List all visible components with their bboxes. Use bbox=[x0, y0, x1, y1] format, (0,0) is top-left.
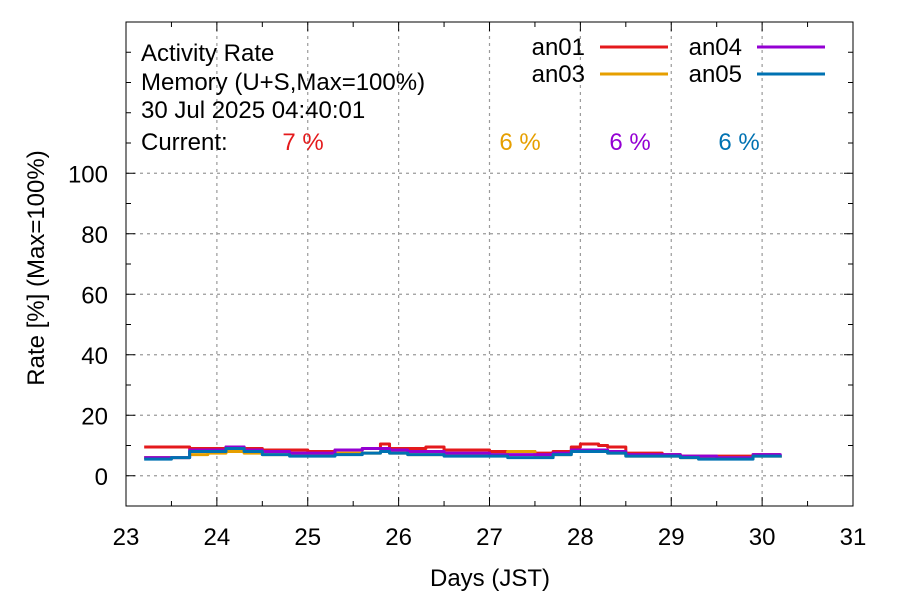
legend-label-an04: an04 bbox=[689, 34, 742, 61]
x-tick-label: 26 bbox=[385, 524, 412, 551]
x-tick-label: 30 bbox=[749, 524, 776, 551]
x-tick-label: 29 bbox=[658, 524, 685, 551]
y-tick-label: 80 bbox=[81, 222, 108, 249]
y-axis-title: Rate [%] (Max=100%) bbox=[23, 150, 50, 385]
y-tick-label: 60 bbox=[81, 282, 108, 309]
chart-info: Activity Rate Memory (U+S,Max=100%) 30 J… bbox=[141, 40, 425, 156]
x-axis-title: Days (JST) bbox=[430, 565, 550, 592]
x-tick-label: 23 bbox=[113, 524, 140, 551]
current-label: Current: bbox=[141, 129, 228, 156]
axes: 23 24 25 26 27 28 29 30 31 0 20 40 60 80 100 bbox=[68, 21, 867, 551]
legend-label-an01: an01 bbox=[532, 34, 585, 61]
series-line-an04 bbox=[144, 445, 782, 460]
current-value-an05: 6 % bbox=[718, 129, 759, 156]
y-tick-label: 0 bbox=[95, 464, 108, 491]
y-tick-label: 20 bbox=[81, 403, 108, 430]
x-tick-label: 28 bbox=[567, 524, 594, 551]
grid-lines bbox=[126, 22, 853, 506]
chart-timestamp: 30 Jul 2025 04:40:01 bbox=[141, 97, 365, 124]
y-tick-label: 40 bbox=[81, 343, 108, 370]
current-value-an03: 6 % bbox=[499, 129, 540, 156]
x-tick-label: 24 bbox=[204, 524, 231, 551]
chart-subtitle: Memory (U+S,Max=100%) bbox=[141, 69, 425, 96]
legend-label-an03: an03 bbox=[532, 61, 585, 88]
legend-label-an05: an05 bbox=[689, 61, 742, 88]
x-tick-label: 31 bbox=[840, 524, 867, 551]
y-tick-label: 100 bbox=[68, 161, 108, 188]
x-tick-label: 27 bbox=[476, 524, 503, 551]
current-values: 7 % 6 % 6 % 6 % bbox=[282, 129, 759, 156]
chart-title: Activity Rate bbox=[141, 40, 274, 67]
series-line-an05 bbox=[144, 447, 782, 461]
current-value-an04: 6 % bbox=[609, 129, 650, 156]
x-tick-label: 25 bbox=[294, 524, 321, 551]
current-value-an01: 7 % bbox=[282, 129, 323, 156]
series-lines bbox=[144, 442, 782, 461]
